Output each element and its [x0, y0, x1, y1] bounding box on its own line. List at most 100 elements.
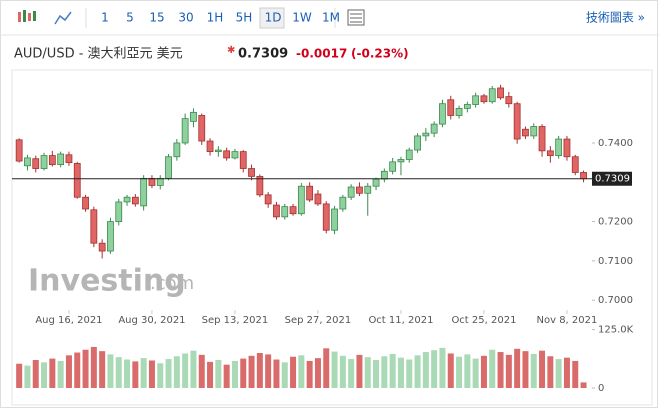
- candle-body: [214, 149, 222, 153]
- y-tick-label: 0.7100: [598, 256, 633, 267]
- candle-body: [148, 177, 156, 186]
- candle-body: [397, 159, 405, 163]
- interval-button[interactable]: 30: [178, 11, 193, 25]
- volume-bar: [505, 354, 512, 388]
- tech-chart-link[interactable]: 技術圖表 »: [586, 11, 645, 25]
- volume-bar: [107, 354, 114, 388]
- candle-body: [339, 196, 347, 210]
- candle-body: [356, 186, 363, 194]
- candle-body: [140, 177, 148, 207]
- volume-bar: [99, 351, 106, 388]
- volume-bar: [530, 353, 537, 388]
- last-price-box: [592, 171, 632, 186]
- candle-body: [231, 151, 239, 159]
- candle-body: [65, 154, 73, 164]
- volume-bar: [306, 360, 313, 388]
- candle-body: [289, 206, 297, 215]
- volume-bar: [348, 359, 355, 388]
- candle-body: [414, 135, 421, 151]
- line-icon[interactable]: [54, 11, 72, 25]
- candle-body: [439, 103, 446, 125]
- volume-bar: [190, 350, 197, 388]
- change-pct: (-0.23%): [351, 47, 409, 61]
- interval-button[interactable]: 15: [149, 11, 164, 25]
- volume-bar: [397, 357, 404, 388]
- interval-selected: [259, 7, 285, 29]
- symbol: AUD/USD - 澳大利亞元 美元: [14, 46, 183, 62]
- volume-bar: [132, 361, 139, 388]
- candle-body: [546, 150, 554, 156]
- interval-button[interactable]: 1M: [322, 11, 340, 25]
- candle-body: [40, 155, 48, 169]
- volume-bar: [248, 355, 255, 388]
- candle-body: [32, 158, 40, 169]
- volume-bar: [298, 355, 305, 388]
- volume-bar: [547, 356, 554, 388]
- candle-body: [264, 194, 272, 205]
- table-icon[interactable]: [347, 9, 365, 26]
- candle-body: [530, 126, 538, 137]
- x-tick-label: Oct 11, 2021: [368, 315, 433, 326]
- watermark-suffix: .com: [150, 273, 194, 294]
- interval-button[interactable]: 1D: [265, 11, 282, 25]
- volume-bar: [265, 354, 272, 388]
- candle-body: [405, 149, 413, 160]
- volume-bar: [580, 382, 587, 388]
- volume-bar: [364, 357, 371, 388]
- volume-bar: [539, 350, 546, 388]
- volume-bar: [148, 360, 155, 388]
- candle-body: [131, 196, 139, 205]
- candle-icon[interactable]: [18, 10, 36, 22]
- candle-body: [389, 161, 397, 172]
- volume-bar: [165, 359, 172, 388]
- volume-bar: [74, 352, 81, 388]
- interval-button[interactable]: 5: [126, 11, 134, 25]
- candle-body: [173, 142, 181, 158]
- interval-button[interactable]: 1W: [292, 11, 312, 25]
- volume-bar: [240, 358, 247, 388]
- candle-body: [273, 204, 280, 218]
- volume-bar: [414, 355, 421, 388]
- volume-bar: [198, 354, 205, 388]
- candle-body: [331, 208, 338, 231]
- candle-body: [571, 156, 579, 173]
- volume-bar: [331, 351, 338, 388]
- volume-bar: [406, 359, 413, 388]
- candle-body: [90, 209, 98, 244]
- candle-body: [181, 118, 189, 144]
- volume-bar: [456, 356, 463, 388]
- volume-bar: [381, 356, 388, 388]
- price: 0.7309: [238, 47, 288, 62]
- candle-body: [281, 206, 289, 218]
- candle-body: [380, 170, 388, 180]
- interval-button[interactable]: 1H: [207, 11, 224, 25]
- volume-bar: [140, 358, 147, 388]
- x-tick-label: Aug 30, 2021: [118, 315, 185, 326]
- candle-body: [206, 140, 214, 153]
- candle-body: [347, 186, 355, 198]
- candle-body: [82, 196, 89, 210]
- volume-bar: [522, 351, 529, 388]
- volume-tick-label: 125.0K: [598, 325, 634, 336]
- candle-body: [372, 178, 380, 187]
- volume-bar: [514, 348, 521, 388]
- candle-body: [480, 95, 488, 103]
- candle-body: [73, 163, 81, 198]
- candle-body: [422, 132, 430, 137]
- interval-button[interactable]: 1: [101, 11, 109, 25]
- candle-body: [239, 151, 247, 169]
- candle-body: [463, 104, 471, 109]
- candle-body: [522, 128, 529, 137]
- interval-button[interactable]: 5H: [236, 11, 253, 25]
- candle-body: [165, 156, 172, 179]
- volume-bar: [464, 354, 471, 388]
- plot-frame: [11, 69, 653, 406]
- volume-bar: [290, 356, 297, 388]
- volume-bar: [157, 363, 164, 388]
- candle-body: [115, 201, 123, 222]
- candle-body: [497, 87, 504, 99]
- star-icon[interactable]: ✱: [227, 45, 235, 56]
- volume-bar: [215, 360, 222, 388]
- candle-body: [156, 177, 164, 186]
